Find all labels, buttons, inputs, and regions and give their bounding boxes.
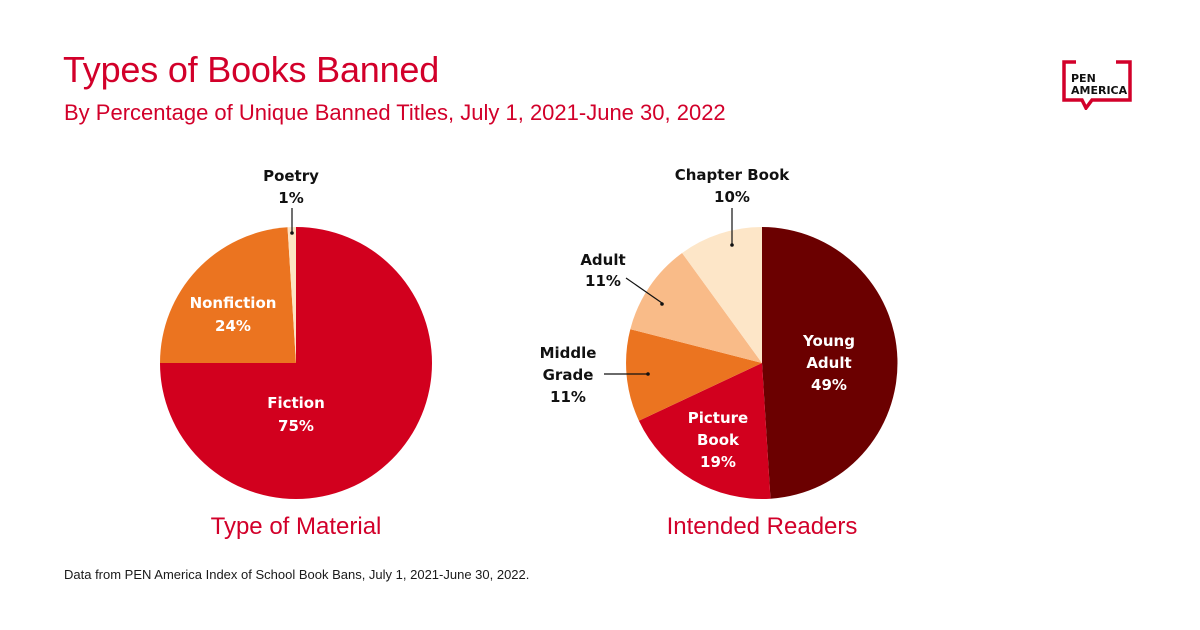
label-middle-grade-value: 11% <box>550 388 586 406</box>
leader-dot-poetry <box>290 231 294 235</box>
label-middle-grade-line1: Middle <box>540 344 597 362</box>
logo-text-america: AMERICA <box>1071 84 1128 97</box>
logo-text-pen: PEN <box>1071 72 1096 85</box>
label-young-adult-line2: Adult <box>806 354 851 372</box>
slice-adult <box>630 253 762 363</box>
label-young-adult-line1: Young <box>802 332 855 350</box>
leader-dot-chapter-book <box>730 243 734 247</box>
pen-america-logo: PEN AMERICA <box>1062 60 1132 110</box>
slice-young-adult <box>762 227 898 499</box>
slice-chapter-book <box>682 227 762 363</box>
slice-nonfiction <box>160 227 296 363</box>
leader-dot-adult <box>660 302 664 306</box>
label-chapter-book-line1: Chapter Book <box>675 166 791 184</box>
caption-type-of-material: Type of Material <box>210 513 382 540</box>
label-picture-book-line2: Book <box>697 431 740 449</box>
source-footnote: Data from PEN America Index of School Bo… <box>64 567 530 582</box>
leader-line-adult <box>625 277 663 304</box>
page-title: Types of Books Banned <box>63 49 440 90</box>
label-picture-book-value: 19% <box>700 453 736 471</box>
label-nonfiction-name: Nonfiction <box>190 294 277 312</box>
slice-poetry <box>287 227 296 363</box>
label-fiction-value: 75% <box>278 417 314 435</box>
label-fiction-name: Fiction <box>267 394 325 412</box>
label-young-adult-value: 49% <box>811 376 847 394</box>
label-adult-value: 11% <box>585 272 621 290</box>
label-nonfiction-value: 24% <box>215 317 251 335</box>
pie-type-of-material: Nonfiction 24% Fiction 75% Poetry 1% <box>160 167 432 499</box>
label-chapter-book-value: 10% <box>714 188 750 206</box>
label-poetry-value: 1% <box>278 189 303 207</box>
slice-middle-grade <box>626 329 762 421</box>
leader-dot-middle-grade <box>646 372 650 376</box>
label-picture-book-line1: Picture <box>688 409 748 427</box>
label-adult-line1: Adult <box>580 251 625 269</box>
caption-intended-readers: Intended Readers <box>666 513 858 540</box>
pie-intended-readers: Young Adult 49% Picture Book 19% Middle … <box>540 166 898 499</box>
label-poetry-name: Poetry <box>263 167 319 185</box>
page-subtitle: By Percentage of Unique Banned Titles, J… <box>64 100 726 125</box>
slice-picture-book <box>638 363 771 499</box>
label-middle-grade-line2: Grade <box>543 366 594 384</box>
